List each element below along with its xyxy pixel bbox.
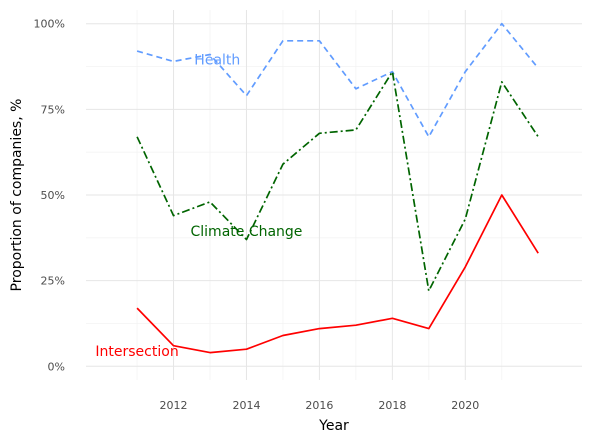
series-label-health: Health xyxy=(194,53,240,69)
y-tick-label: 75% xyxy=(41,103,65,116)
x-tick-label: 2018 xyxy=(378,399,406,412)
y-tick-label: 0% xyxy=(48,360,65,373)
y-axis-title: Proportion of companies, % xyxy=(9,99,25,292)
series-line-health xyxy=(136,22,539,138)
series-line-climate-change xyxy=(136,70,539,292)
x-axis-ticks: 2012 2014 2016 2018 2020 xyxy=(160,399,480,412)
major-gridlines xyxy=(86,10,582,380)
y-tick-label: 50% xyxy=(41,189,65,202)
x-tick-label: 2020 xyxy=(451,399,479,412)
y-axis-ticks: 0% 25% 50% 75% 100% xyxy=(34,18,65,374)
series-line-intersection xyxy=(136,194,539,354)
series-label-intersection: Intersection xyxy=(95,344,178,360)
x-tick-label: 2014 xyxy=(232,399,260,412)
x-tick-label: 2016 xyxy=(305,399,333,412)
x-axis-title: Year xyxy=(318,418,349,434)
series-labels: Health Climate Change Intersection xyxy=(95,53,302,360)
y-tick-label: 25% xyxy=(41,275,65,288)
series-label-climate-change: Climate Change xyxy=(191,224,303,240)
x-tick-label: 2012 xyxy=(160,399,188,412)
series-lines xyxy=(136,22,539,354)
y-tick-label: 100% xyxy=(34,18,65,31)
